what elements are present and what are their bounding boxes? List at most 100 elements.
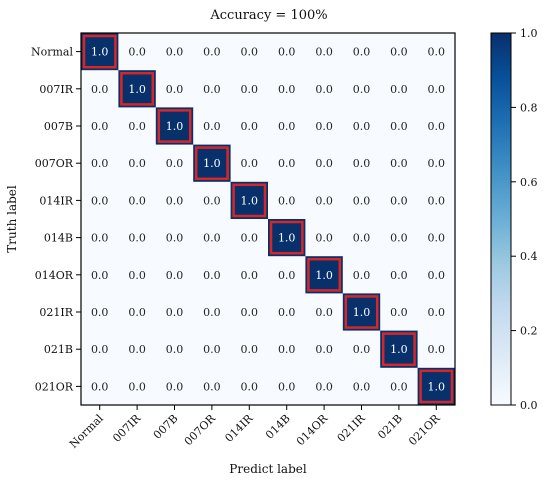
cell-value-label: 0.0 [353,269,371,282]
cell-value-label: 0.0 [203,83,221,96]
cell-value-label: 1.0 [315,269,333,282]
heatmap-cell [230,256,269,294]
cell-value-label: 0.0 [203,232,221,245]
cell-value-label: 0.0 [128,306,146,319]
cell-value-label: 1.0 [390,343,408,356]
diagonal-highlight-box [82,34,117,69]
cell-value-label: 0.0 [203,343,221,356]
cell-value-label: 0.0 [203,306,221,319]
cell-value-label: 0.0 [203,380,221,393]
x-tick-label: 007B [151,412,181,442]
heatmap-cell [193,367,232,406]
cell-value-label: 0.0 [278,306,296,319]
cell-value-label: 0.0 [203,194,221,207]
diagonal-highlight-box [307,257,342,292]
heatmap-cell [380,330,419,369]
heatmap-cell [342,330,381,369]
cell-value-label: 0.0 [353,232,371,245]
colorbar-tick-label: 0.0 [520,399,538,412]
heatmap-cell [155,70,194,108]
heatmap-cell [342,256,381,294]
heatmap-cell [380,367,419,406]
heatmap-cell [193,219,232,257]
cell-value-label: 0.0 [91,306,109,319]
cell-value-label: 0.0 [390,232,408,245]
heatmap-cell [230,107,269,146]
cell-value-label: 0.0 [315,380,333,393]
cell-value-label: 0.0 [241,120,259,133]
cell-value-label: 0.0 [390,46,408,59]
cell-value-label: 0.0 [91,194,109,207]
cell-value-label: 0.0 [166,194,184,207]
cell-value-label: 0.0 [315,232,333,245]
y-tick-label: 021IR [39,306,73,319]
heatmap-cell [118,70,157,108]
heatmap-cell [268,256,306,294]
heatmap-cell [342,293,381,332]
heatmap-cell [118,367,157,406]
cell-value-label: 0.0 [315,83,333,96]
heatmap-cell [81,70,119,108]
x-tick-label: 021OR [406,411,443,448]
cell-value-label: 0.0 [91,83,109,96]
heatmap-cell [193,144,232,183]
colorbar-tick-label: 1.0 [520,27,538,40]
x-tick-label: Normal [67,412,106,451]
cell-value-label: 1.0 [278,232,296,245]
cell-value-label: 0.0 [428,306,446,319]
cell-value-label: 0.0 [278,194,296,207]
heatmap-cell [417,33,456,71]
colorbar-tick-label: 0.2 [520,325,538,338]
cell-value-label: 0.0 [241,269,259,282]
heatmap-cell [305,293,344,332]
cell-value-label: 0.0 [315,194,333,207]
heatmap-cell [230,293,269,332]
colorbar-ticks: 0.0 0.2 0.4 0.6 0.8 1.0 [511,27,538,412]
y-tick-label: 007OR [35,157,74,170]
heatmap-cell [155,367,194,406]
y-tick-label: Normal [31,46,73,59]
heatmap-cell [417,144,456,183]
heatmap-cell [193,181,232,220]
heatmap-cell [193,33,232,71]
y-tick-label: 021OR [35,380,74,393]
heatmap-cell [268,293,306,332]
heatmap-cell [118,144,157,183]
cell-value-label: 0.0 [428,83,446,96]
heatmap-cell [305,107,344,146]
heatmap-cell [268,181,306,220]
heatmap-cells [81,33,456,406]
cell-value-label: 0.0 [128,120,146,133]
heatmap-cell [417,107,456,146]
heatmap-cell [305,144,344,183]
cell-value-label: 0.0 [166,232,184,245]
x-axis-label: Predict label [229,462,307,476]
cell-value-label: 0.0 [203,120,221,133]
diagonal-highlight-box [194,146,229,181]
heatmap-cell [342,181,381,220]
diagonal-highlight-box [269,220,304,255]
heatmap-cell [155,219,194,257]
heatmap-cell [193,256,232,294]
cell-value-label: 0.0 [241,232,259,245]
heatmap-cell [268,70,306,108]
y-tick-label: 014B [44,232,73,245]
cell-value-label: 0.0 [166,83,184,96]
cell-value-label: 0.0 [278,83,296,96]
cell-value-label: 0.0 [166,46,184,59]
heatmap-cell [81,219,119,257]
cell-value-label: 0.0 [315,120,333,133]
cell-value-label: 0.0 [315,157,333,170]
cell-value-label: 0.0 [166,343,184,356]
y-axis-ticks: Normal 007IR 007B 007OR 014IR 014B 014OR 021IR 0… [31,46,81,393]
cell-value-label: 0.0 [278,380,296,393]
diagonal-highlight-box [157,109,192,143]
heatmap-cell [380,144,419,183]
heatmap-cell [305,181,344,220]
cell-value-label: 0.0 [166,269,184,282]
x-tick-label: 014IR [222,411,255,444]
heatmap-cell [81,330,119,369]
cell-value-label: 1.0 [166,120,184,133]
cell-value-label: 0.0 [241,157,259,170]
cell-value-label: 0.0 [241,46,259,59]
